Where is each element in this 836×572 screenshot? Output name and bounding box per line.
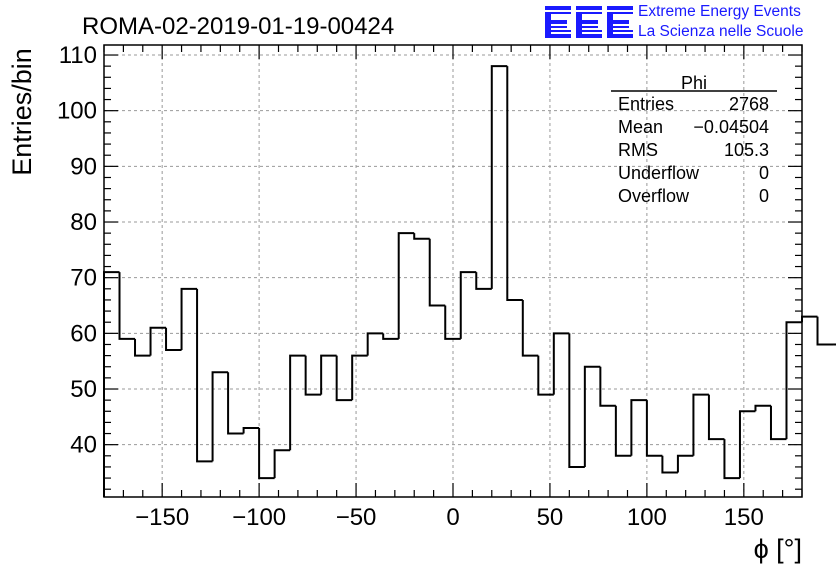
histogram-bin (273, 449, 291, 479)
x-tick-label: −100 (232, 504, 286, 531)
histogram-bin (351, 354, 368, 401)
y-tick-label: 40 (70, 432, 97, 459)
logo-line-1: Extreme Energy Events (638, 3, 801, 20)
y-tick-label: 70 (70, 265, 97, 292)
stats-label: Underflow (618, 163, 700, 183)
histogram-bin (738, 410, 756, 479)
y-tick-label: 80 (70, 209, 97, 236)
stats-value: 2768 (729, 94, 769, 114)
x-tick-label: 50 (537, 504, 564, 531)
x-axis-title: ϕ [°] (754, 534, 802, 564)
histogram-bin (568, 333, 585, 468)
y-axis-title: Entries/bin (7, 48, 37, 176)
histogram-bin (552, 332, 570, 395)
histogram-bin (521, 299, 539, 357)
stats-label: RMS (618, 140, 658, 160)
histogram-bin (382, 333, 399, 340)
stats-label: Overflow (618, 186, 690, 206)
histogram-bin (816, 316, 834, 346)
logo-line-2: La Scienza nelle Scuole (638, 23, 804, 40)
y-tick-label: 110 (59, 42, 97, 69)
histogram-bin (118, 272, 136, 340)
y-tick-label: 50 (70, 376, 97, 403)
histogram-bin (413, 233, 430, 240)
stats-value: −0.04504 (693, 117, 769, 137)
histogram-bin (583, 365, 601, 467)
histogram-bin (289, 354, 306, 451)
histogram-bin (723, 439, 740, 480)
histogram-bin (537, 355, 554, 396)
histogram-bars (103, 65, 836, 497)
stats-label: Entries (618, 94, 674, 114)
histogram-bin (258, 427, 275, 480)
histogram-bin (692, 393, 709, 456)
histogram-bin (785, 321, 802, 440)
stats-value: 0 (759, 163, 769, 183)
x-tick-labels: −150 −100 −50 0 50 100 150 (135, 504, 764, 531)
histogram-bin (366, 332, 384, 356)
y-tick-label: 60 (70, 320, 97, 347)
histogram-bin (227, 372, 244, 435)
stats-title: Phi (681, 73, 707, 93)
stats-label: Mean (618, 117, 663, 137)
histogram-bin (459, 271, 477, 339)
x-tick-label: −150 (135, 504, 189, 531)
y-tick-labels: 40 50 60 70 80 90 100 110 (57, 42, 97, 459)
histogram-bin (165, 327, 182, 352)
histogram-bin (769, 405, 787, 441)
histogram-bin (645, 400, 663, 457)
histogram-bin (506, 66, 523, 301)
histogram-bin (707, 394, 725, 441)
histogram-bin (428, 238, 446, 307)
stats-value: 0 (759, 186, 769, 206)
histogram-bin (754, 404, 771, 412)
histogram-bin (661, 455, 678, 474)
y-tick-label: 90 (70, 153, 97, 180)
run-title: ROMA-02-2019-01-19-00424 (82, 13, 394, 40)
histogram-bin (397, 232, 415, 339)
histogram-bin (599, 366, 616, 407)
y-tick-label: 100 (57, 98, 97, 125)
histogram-bin (676, 454, 694, 473)
x-tick-label: 150 (724, 504, 764, 531)
histogram-bin (614, 405, 632, 457)
eee-logo-icon (545, 6, 633, 38)
stats-value: 105.3 (724, 140, 769, 160)
histogram-bin (630, 399, 647, 456)
grid-lines (104, 45, 802, 497)
histogram-bin (180, 287, 198, 351)
histogram-bin (103, 271, 120, 497)
histogram-bin (320, 354, 337, 395)
histogram-bin (149, 326, 167, 356)
histogram-bin (304, 355, 322, 396)
histogram-bin (196, 288, 213, 463)
axis-ticks (103, 45, 803, 497)
histogram-bin (134, 338, 151, 357)
histogram-bin (242, 426, 260, 434)
histogram-bin (801, 315, 818, 323)
x-tick-label: 100 (627, 504, 667, 531)
histogram-bin (475, 272, 492, 290)
x-tick-label: 0 (446, 504, 459, 531)
histogram-bin (444, 305, 461, 340)
histogram-bin (490, 65, 508, 289)
eee-logo (543, 0, 638, 44)
histogram-bin (335, 355, 353, 402)
x-tick-label: −50 (336, 504, 377, 531)
stats-box: Phi Entries 2768 Mean −0.04504 RMS 105.3 Under… (611, 73, 777, 206)
histogram-bin (211, 371, 229, 462)
stats-rows: Entries 2768 Mean −0.04504 RMS 105.3 Underflow… (618, 94, 769, 206)
